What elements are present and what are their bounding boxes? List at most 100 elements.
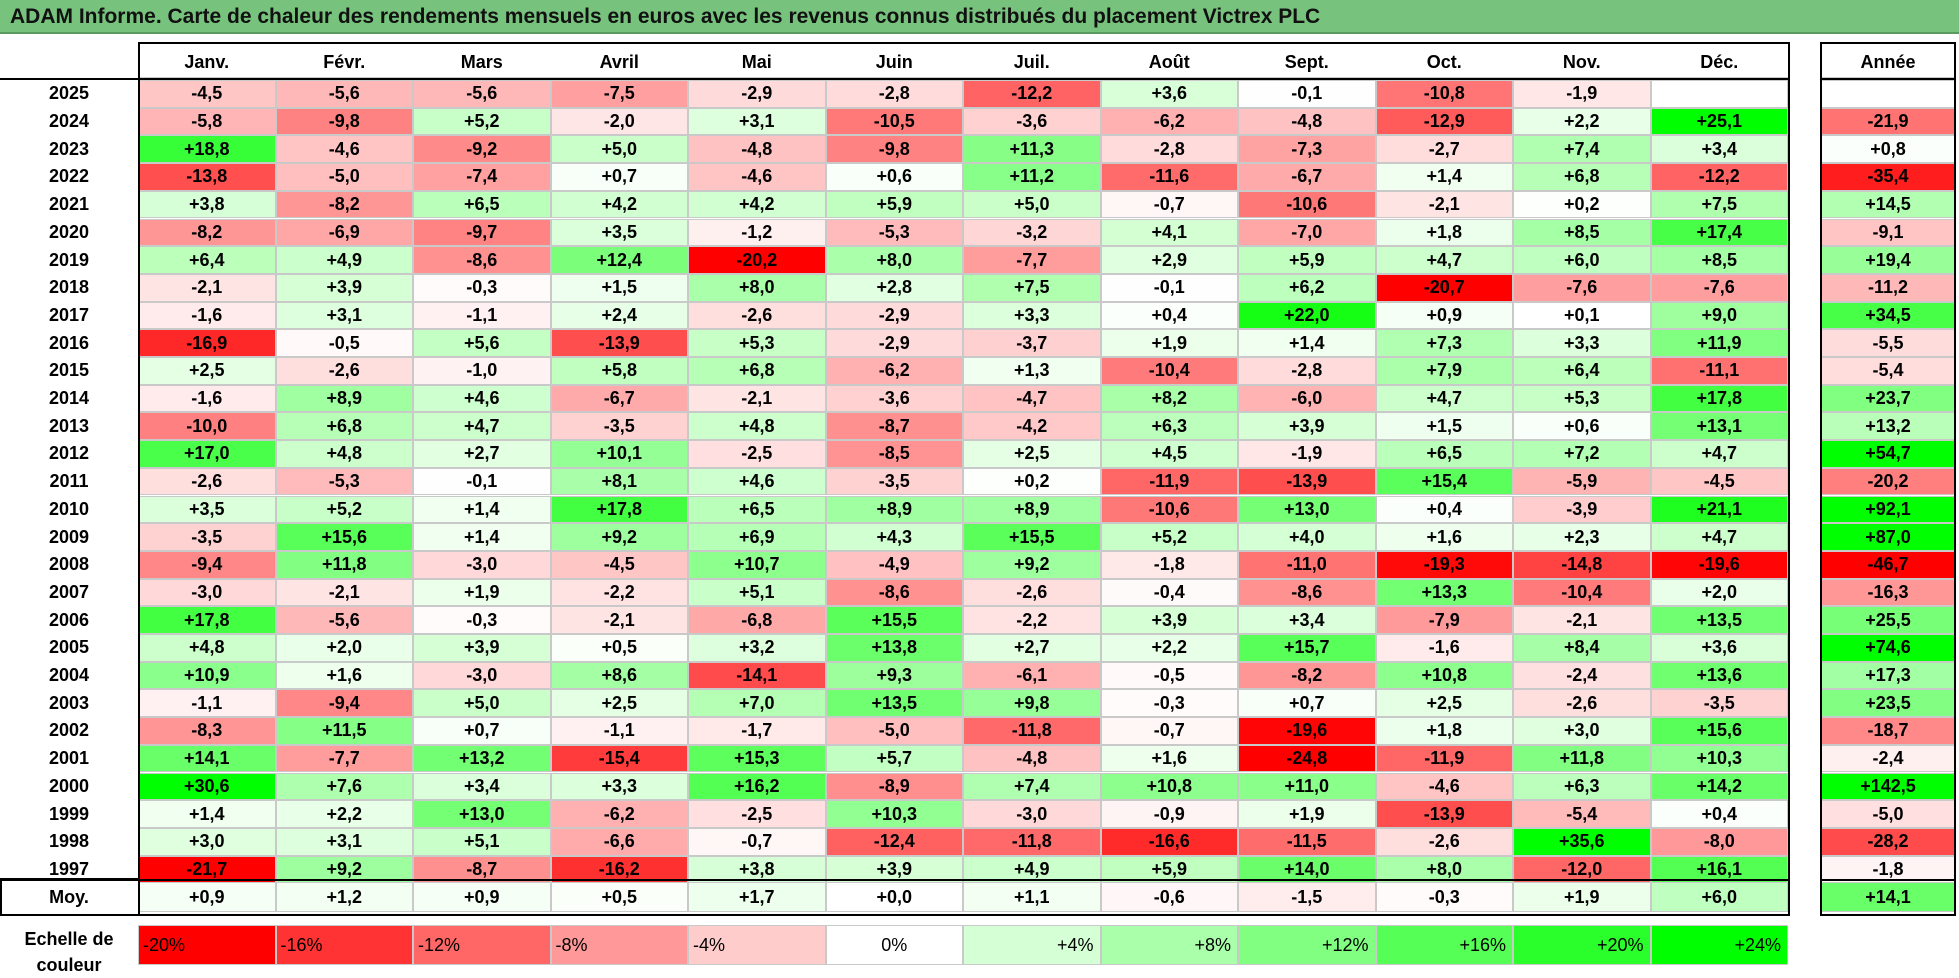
heatmap-cell: -6,9: [275, 218, 413, 247]
heatmap-cell: +10,1: [550, 440, 688, 468]
heatmap-cell: +10,9: [138, 661, 276, 690]
heatmap-cell: +4,2: [550, 190, 688, 219]
heatmap-cell: -8,3: [138, 717, 276, 745]
annual-cell: -11,2: [1820, 273, 1956, 302]
heatmap-cell: -4,6: [1375, 772, 1513, 801]
heatmap-cell: +7,0: [688, 689, 826, 718]
annual-cell: +25,5: [1820, 606, 1956, 634]
year-label: 2020: [48, 221, 90, 242]
heatmap-cell: +8,9: [825, 495, 963, 524]
heatmap-cell: -13,9: [1238, 467, 1376, 496]
heatmap-cell: -3,9: [1513, 495, 1651, 524]
heatmap-cell: -3,5: [550, 412, 688, 441]
heatmap-cell: -2,6: [688, 301, 826, 330]
heatmap-cell: -12,4: [825, 827, 963, 856]
heatmap-cell: -8,7: [825, 412, 963, 441]
heatmap-cell: -2,5: [688, 800, 826, 828]
annual-cell: +54,7: [1820, 440, 1956, 468]
heatmap-cell: +4,7: [413, 412, 551, 441]
heatmap-cell: -5,0: [275, 163, 413, 191]
heatmap-cell: +6,8: [688, 357, 826, 385]
heatmap-cell: +15,6: [1650, 717, 1788, 745]
heatmap-cell: -6,0: [1238, 384, 1376, 413]
heatmap-cell: -13,9: [1375, 800, 1513, 828]
heatmap-cell: +3,3: [963, 301, 1101, 330]
heatmap-cell: -5,6: [275, 606, 413, 634]
heatmap-cell: +0,6: [825, 163, 963, 191]
year-label: 2007: [48, 581, 90, 602]
heatmap-cell: -5,6: [413, 80, 551, 108]
heatmap-cell: +2,2: [275, 800, 413, 828]
heatmap-cell: +3,9: [275, 273, 413, 302]
annual-cell: -5,4: [1820, 357, 1956, 385]
color-scale-swatch: -8%: [550, 925, 688, 965]
heatmap-cell: +1,6: [1375, 523, 1513, 551]
heatmap-cell: +17,4: [1650, 218, 1788, 247]
average-cell: +1,7: [688, 882, 826, 912]
heatmap-cell: +1,9: [413, 578, 551, 607]
heatmap-cell: -16,9: [138, 329, 276, 357]
average-cell: +1,1: [963, 882, 1101, 912]
annual-cell: -46,7: [1820, 550, 1956, 579]
heatmap-cell: +8,2: [1100, 384, 1238, 413]
heatmap-cell: +5,1: [413, 827, 551, 856]
heatmap-cell: -5,3: [275, 467, 413, 496]
year-label: 2004: [48, 665, 90, 686]
heatmap-cell: -2,7: [1375, 135, 1513, 164]
heatmap-cell: -2,1: [138, 273, 276, 302]
annual-average-cell: +14,1: [1820, 882, 1956, 912]
column-header: Août: [1100, 48, 1238, 78]
heatmap-cell: -2,2: [550, 578, 688, 607]
heatmap-cell: -6,2: [550, 800, 688, 828]
heatmap-cell: +3,3: [550, 772, 688, 801]
heatmap-cell: +8,0: [688, 273, 826, 302]
heatmap-cell: +5,2: [413, 107, 551, 136]
heatmap-cell: +5,7: [825, 744, 963, 773]
heatmap-cell: +7,3: [1375, 329, 1513, 357]
heatmap-cell: +13,3: [1375, 578, 1513, 607]
average-cell: -1,5: [1238, 882, 1376, 912]
heatmap-cell: +15,6: [275, 523, 413, 551]
annual-cell: +23,7: [1820, 384, 1956, 413]
heatmap-cell: +13,6: [1650, 661, 1788, 690]
heatmap-cell: -11,6: [1100, 163, 1238, 191]
year-label: 2016: [48, 332, 90, 353]
heatmap-cell: -2,6: [138, 467, 276, 496]
heatmap-cell: -9,8: [825, 135, 963, 164]
annual-cell: +74,6: [1820, 634, 1956, 662]
heatmap-cell: +11,3: [963, 135, 1101, 164]
annual-cell: -35,4: [1820, 163, 1956, 191]
annual-cell: +34,5: [1820, 301, 1956, 330]
heatmap-cell: -0,5: [275, 329, 413, 357]
color-scale-swatch: +24%: [1650, 925, 1788, 965]
heatmap-cell: +6,9: [688, 523, 826, 551]
heatmap-cell: -5,0: [825, 717, 963, 745]
average-cell: +0,9: [413, 882, 551, 912]
heatmap-cell: +4,0: [1238, 523, 1376, 551]
separator-line: [0, 78, 1790, 80]
heatmap-cell: +2,5: [138, 357, 276, 385]
heatmap-cell: -20,2: [688, 246, 826, 274]
heatmap-cell: -2,0: [550, 107, 688, 136]
heatmap-cell: +2,3: [1513, 523, 1651, 551]
heatmap-cell: +7,5: [1650, 190, 1788, 219]
heatmap-cell: -0,1: [1238, 80, 1376, 108]
heatmap-cell: -10,0: [138, 412, 276, 441]
heatmap-cell: -8,9: [825, 772, 963, 801]
heatmap-cell: +16,2: [688, 772, 826, 801]
heatmap-cell: -8,6: [825, 578, 963, 607]
heatmap-cell: +17,8: [1650, 384, 1788, 413]
annual-cell: -18,7: [1820, 717, 1956, 745]
heatmap-cell: -8,2: [1238, 661, 1376, 690]
annual-cell: -2,4: [1820, 744, 1956, 773]
heatmap-cell: +3,5: [550, 218, 688, 247]
column-header: Déc.: [1650, 48, 1788, 78]
year-label: 2011: [49, 471, 89, 492]
heatmap-cell: -9,8: [275, 107, 413, 136]
heatmap-cell: +3,4: [413, 772, 551, 801]
heatmap-cell: -10,5: [825, 107, 963, 136]
year-label: 2001: [48, 748, 90, 769]
chart-title: ADAM Informe. Carte de chaleur des rende…: [10, 5, 1321, 28]
year-label: 2010: [48, 498, 90, 519]
title-bar: ADAM Informe. Carte de chaleur des rende…: [0, 0, 1959, 34]
